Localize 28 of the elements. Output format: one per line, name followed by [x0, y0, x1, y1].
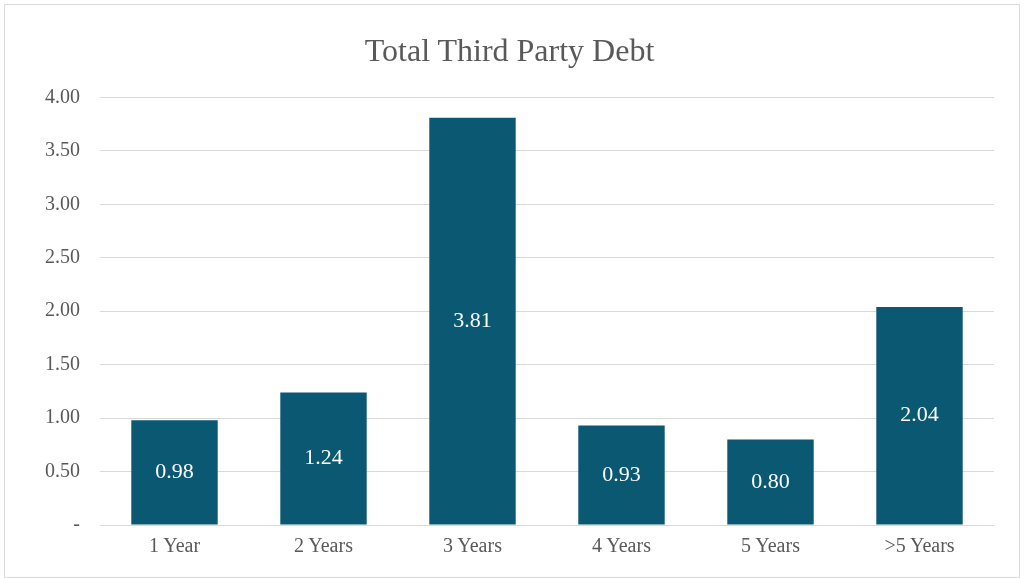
data-label: 3.81 [453, 306, 492, 332]
x-tick-label: >5 Years [884, 534, 955, 557]
bar [727, 439, 814, 525]
bar [280, 392, 367, 525]
data-label: 1.24 [304, 444, 343, 470]
data-label: 0.98 [155, 458, 194, 484]
y-tick-label: 3.50 [45, 138, 80, 161]
y-tick-label: 3.00 [45, 191, 80, 214]
bar [876, 306, 963, 525]
y-tick-label: 2.50 [45, 245, 80, 267]
chart-title: Total Third Party Debt [364, 31, 655, 68]
bar [578, 425, 665, 525]
data-label: 0.93 [602, 460, 641, 486]
y-tick-label: 0.50 [45, 458, 80, 481]
y-tick-label: 4.00 [45, 84, 80, 107]
y-tick-label: 1.00 [45, 405, 80, 428]
x-tick-label: 2 Years [294, 534, 354, 557]
x-tick-label: 1 Year [148, 534, 201, 557]
x-tick-label: 3 Years [443, 534, 503, 557]
x-tick-label: 5 Years [741, 534, 801, 557]
y-tick-label: - [73, 512, 80, 535]
bar [131, 420, 218, 525]
y-tick-label: 2.00 [45, 298, 80, 321]
bar [429, 117, 516, 525]
data-label: 2.04 [900, 401, 939, 427]
y-tick-label: 1.50 [45, 351, 80, 374]
data-label: 0.80 [751, 467, 790, 493]
x-tick-label: 4 Years [592, 534, 652, 557]
